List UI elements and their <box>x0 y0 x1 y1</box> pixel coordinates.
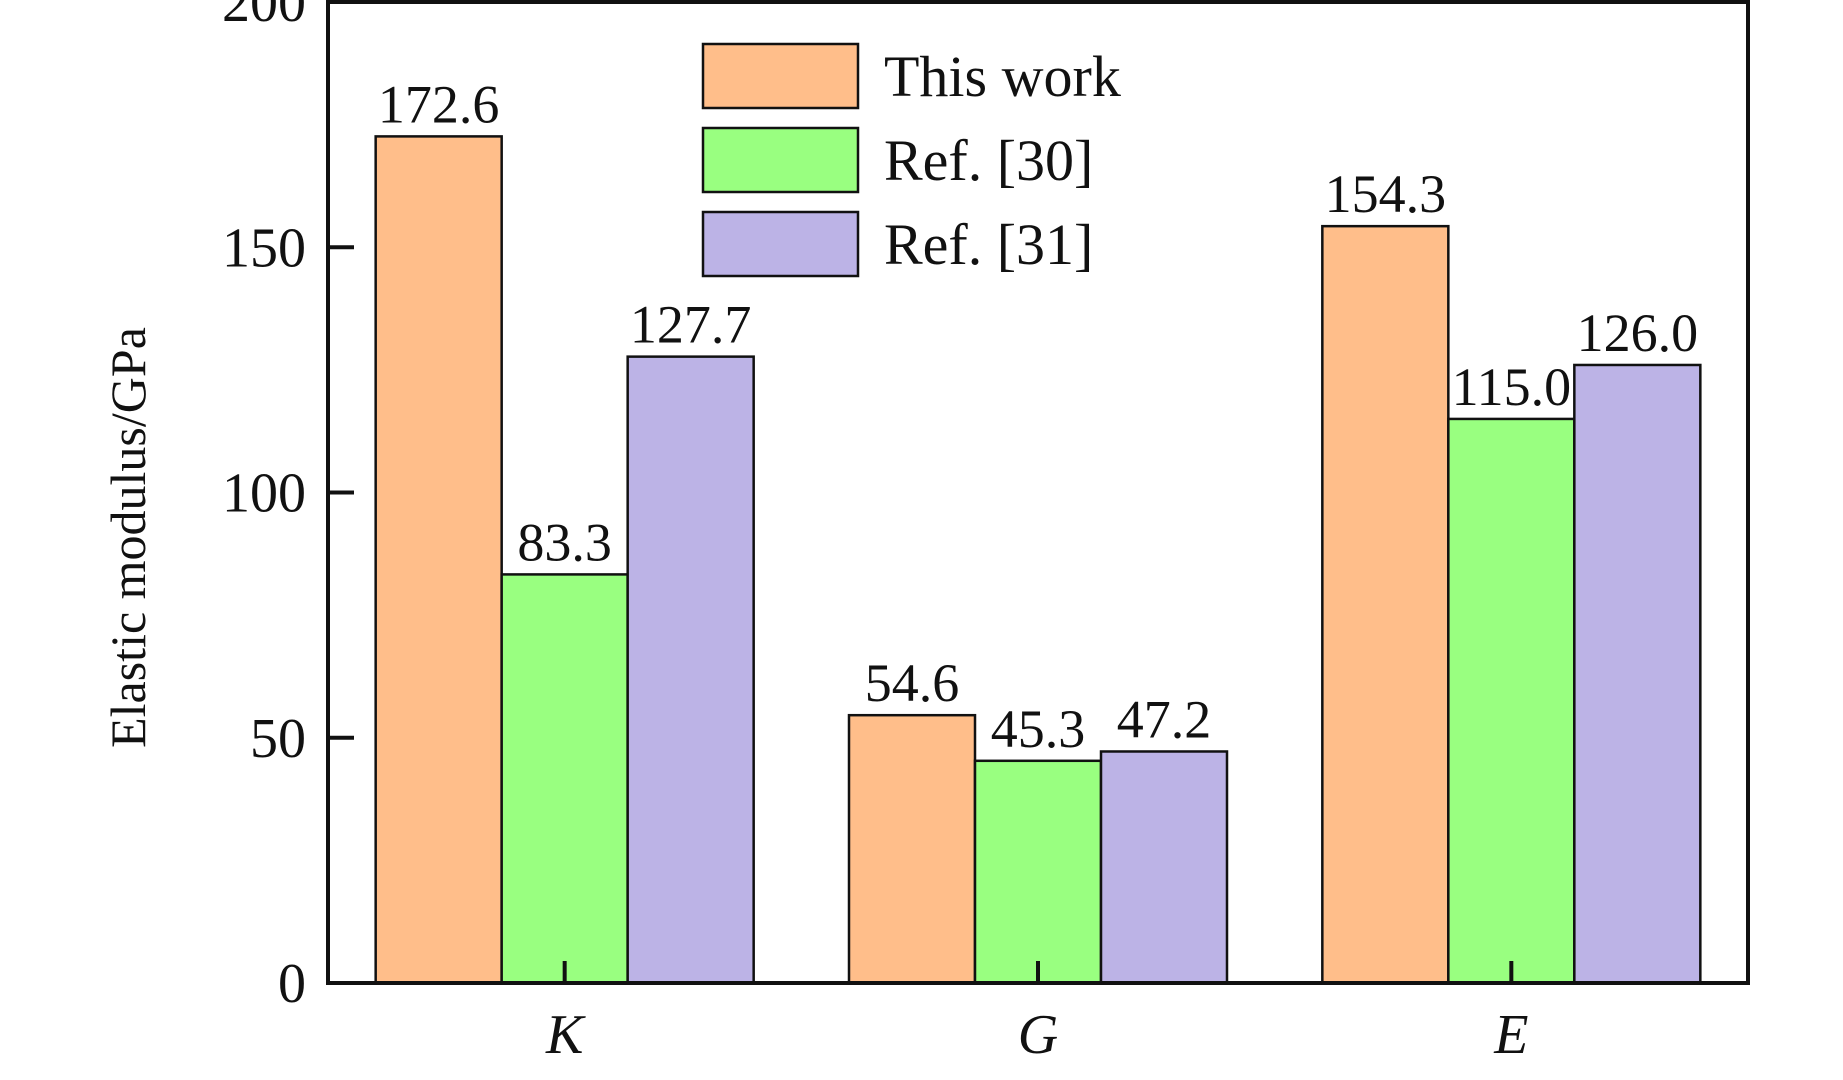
data-label: 115.0 <box>1452 357 1572 417</box>
legend-label: This work <box>884 44 1121 109</box>
bar <box>500 573 629 985</box>
bar <box>1447 417 1576 985</box>
y-tick-label: 150 <box>222 217 306 279</box>
data-label: 83.3 <box>517 512 612 572</box>
x-category-label: E <box>1493 1004 1528 1066</box>
bar <box>1099 750 1229 985</box>
legend-swatch <box>701 210 860 278</box>
data-label: 45.3 <box>991 699 1086 759</box>
data-label: 154.3 <box>1325 164 1447 224</box>
y-tick-label: 0 <box>278 953 306 1015</box>
legend-swatch <box>701 42 860 110</box>
data-label: 47.2 <box>1117 689 1212 749</box>
bar <box>626 355 755 985</box>
bar <box>847 713 977 985</box>
legend-label: Ref. [31] <box>884 212 1093 277</box>
y-tick-label: 200 <box>222 0 306 34</box>
data-label: 127.7 <box>630 295 752 355</box>
x-category-label: G <box>1018 1004 1058 1066</box>
bar <box>1573 363 1702 985</box>
data-label: 126.0 <box>1577 303 1699 363</box>
y-axis-label: Elastic modulus/GPa <box>100 327 156 748</box>
y-tick-label: 50 <box>250 708 306 770</box>
data-label: 54.6 <box>865 653 960 713</box>
data-label: 172.6 <box>378 74 500 134</box>
legend-label: Ref. [30] <box>884 128 1093 193</box>
y-tick-label: 100 <box>222 463 306 525</box>
bar <box>374 135 503 985</box>
bar <box>1321 224 1450 985</box>
bar <box>973 759 1103 985</box>
legend-swatch <box>701 126 860 194</box>
x-category-label: K <box>545 1004 586 1066</box>
